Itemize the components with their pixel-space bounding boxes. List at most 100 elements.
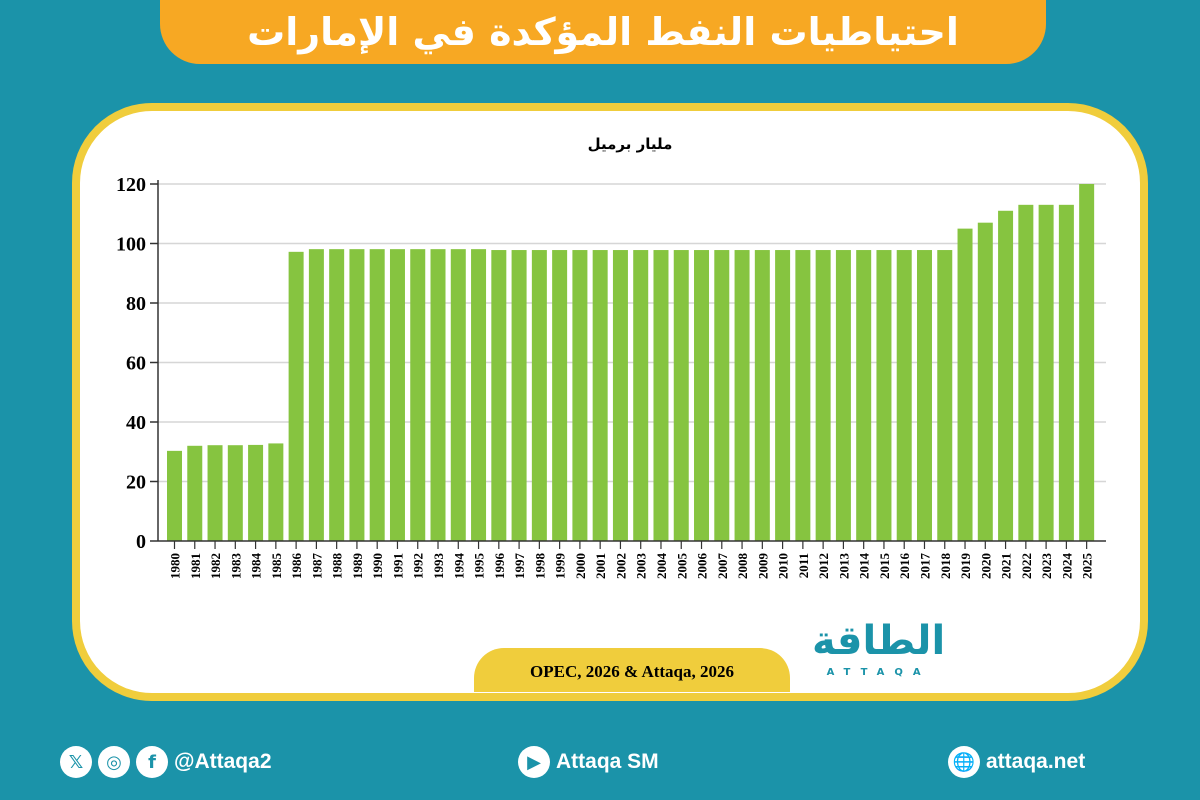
bar-2012 xyxy=(815,250,831,542)
x-tick-label: 2018 xyxy=(938,553,953,580)
bar-2005 xyxy=(673,250,689,542)
bar-1987 xyxy=(308,249,324,541)
bar-1997 xyxy=(511,250,527,542)
y-tick-label: 20 xyxy=(126,472,146,494)
bar-1985 xyxy=(268,443,284,541)
bar-2002 xyxy=(612,250,628,542)
x-tick-label: 1983 xyxy=(228,553,243,580)
bar-2020 xyxy=(977,222,993,542)
bar-2010 xyxy=(775,250,791,542)
x-tick-label: 1993 xyxy=(431,553,446,580)
website-link: 🌐 attaqa.net xyxy=(948,746,1085,778)
social-handle[interactable]: @Attaqa2 xyxy=(174,750,272,773)
attaqa-logo: الطاقة ATTAQA xyxy=(812,618,945,680)
instagram-icon[interactable]: ◎ xyxy=(98,746,130,778)
x-tick-label: 1980 xyxy=(168,553,183,579)
x-tick-label: 2001 xyxy=(593,553,608,579)
y-tick-label: 100 xyxy=(116,234,146,256)
bar-2006 xyxy=(694,250,710,542)
x-tick-label: 2003 xyxy=(634,553,649,580)
bar-2004 xyxy=(653,250,669,542)
x-tick-label: 1984 xyxy=(249,553,264,580)
bar-2017 xyxy=(916,250,932,542)
bar-2009 xyxy=(754,250,770,542)
x-tick-label: 1990 xyxy=(370,553,385,579)
y-tick-label: 120 xyxy=(116,174,146,196)
bar-1993 xyxy=(430,249,446,541)
bar-2001 xyxy=(592,250,608,542)
bar-2007 xyxy=(714,250,730,542)
x-tick-label: 1992 xyxy=(411,553,426,579)
bar-2021 xyxy=(998,210,1014,541)
x-tick-label: 1995 xyxy=(472,553,487,580)
x-tick-label: 1994 xyxy=(451,553,466,580)
globe-icon[interactable]: 🌐 xyxy=(948,746,980,778)
bar-1981 xyxy=(187,445,203,541)
bar-2019 xyxy=(957,228,973,541)
y-tick-label: 0 xyxy=(136,531,146,553)
x-tick-label: 2017 xyxy=(917,553,932,580)
bar-1990 xyxy=(369,249,385,541)
x-tick-label: 1988 xyxy=(330,553,345,580)
x-tick-label: 1986 xyxy=(289,553,304,580)
youtube-handle[interactable]: Attaqa SM xyxy=(556,750,659,773)
x-tick-label: 2019 xyxy=(958,553,973,580)
x-tick-label: 1985 xyxy=(269,553,284,580)
y-tick-label: 40 xyxy=(126,412,146,434)
x-tick-label: 2013 xyxy=(836,553,851,580)
x-tick-label: 2011 xyxy=(796,553,811,578)
bar-2018 xyxy=(937,250,953,542)
website-url[interactable]: attaqa.net xyxy=(986,750,1086,773)
x-tick-label: 2021 xyxy=(999,553,1014,579)
bar-1995 xyxy=(471,249,487,541)
bar-1988 xyxy=(329,249,345,541)
x-tick-label: 1981 xyxy=(188,553,203,579)
bar-2014 xyxy=(856,250,872,542)
bar-2011 xyxy=(795,250,811,542)
bar-1992 xyxy=(410,249,426,541)
youtube-link: ▶ Attaqa SM xyxy=(518,746,659,778)
x-tick-label: 2004 xyxy=(654,553,669,580)
bar-2003 xyxy=(633,250,649,542)
source-label: OPEC, 2026 & Attaqa, 2026 xyxy=(474,648,790,692)
x-tick-label: 2000 xyxy=(573,553,588,579)
x-tick-label: 1997 xyxy=(512,553,527,580)
x-tick-label: 2020 xyxy=(978,553,993,579)
bar-2013 xyxy=(835,250,851,542)
x-tick-label: 1999 xyxy=(553,553,568,580)
logo-latin: ATTAQA xyxy=(826,667,931,678)
x-tick-label: 1996 xyxy=(492,553,507,580)
x-tick-label: 2008 xyxy=(735,553,750,580)
x-tick-label: 2016 xyxy=(897,553,912,580)
bar-1994 xyxy=(450,249,466,541)
x-tick-label: 2022 xyxy=(1019,553,1034,579)
y-tick-label: 80 xyxy=(126,293,146,315)
x-tick-label: 2025 xyxy=(1080,553,1095,580)
x-icon[interactable]: 𝕏 xyxy=(60,746,92,778)
x-tick-label: 2023 xyxy=(1039,553,1054,580)
youtube-icon[interactable]: ▶ xyxy=(518,746,550,778)
title-banner: احتياطيات النفط المؤكدة في الإمارات xyxy=(160,0,1046,64)
bar-1980 xyxy=(167,450,182,541)
facebook-icon[interactable]: f xyxy=(136,746,168,778)
x-tick-label: 1998 xyxy=(532,553,547,580)
bar-1989 xyxy=(349,249,365,541)
bar-1986 xyxy=(288,251,304,541)
x-tick-label: 2012 xyxy=(816,553,831,579)
x-tick-label: 2005 xyxy=(674,553,689,580)
x-tick-label: 2002 xyxy=(613,553,628,579)
x-tick-label: 2014 xyxy=(857,553,872,580)
bar-2000 xyxy=(572,250,588,542)
x-tick-label: 2024 xyxy=(1059,553,1074,580)
bar-1991 xyxy=(389,249,405,541)
x-tick-label: 2006 xyxy=(695,553,710,580)
y-tick-label: 60 xyxy=(126,353,146,375)
bar-2023 xyxy=(1038,204,1054,541)
x-tick-label: 1987 xyxy=(309,553,324,580)
social-links: 𝕏 ◎ f @Attaqa2 xyxy=(60,746,272,778)
bar-1998 xyxy=(531,250,547,542)
bar-1999 xyxy=(552,250,568,542)
x-tick-label: 2007 xyxy=(715,553,730,580)
bar-2025 xyxy=(1079,184,1095,541)
